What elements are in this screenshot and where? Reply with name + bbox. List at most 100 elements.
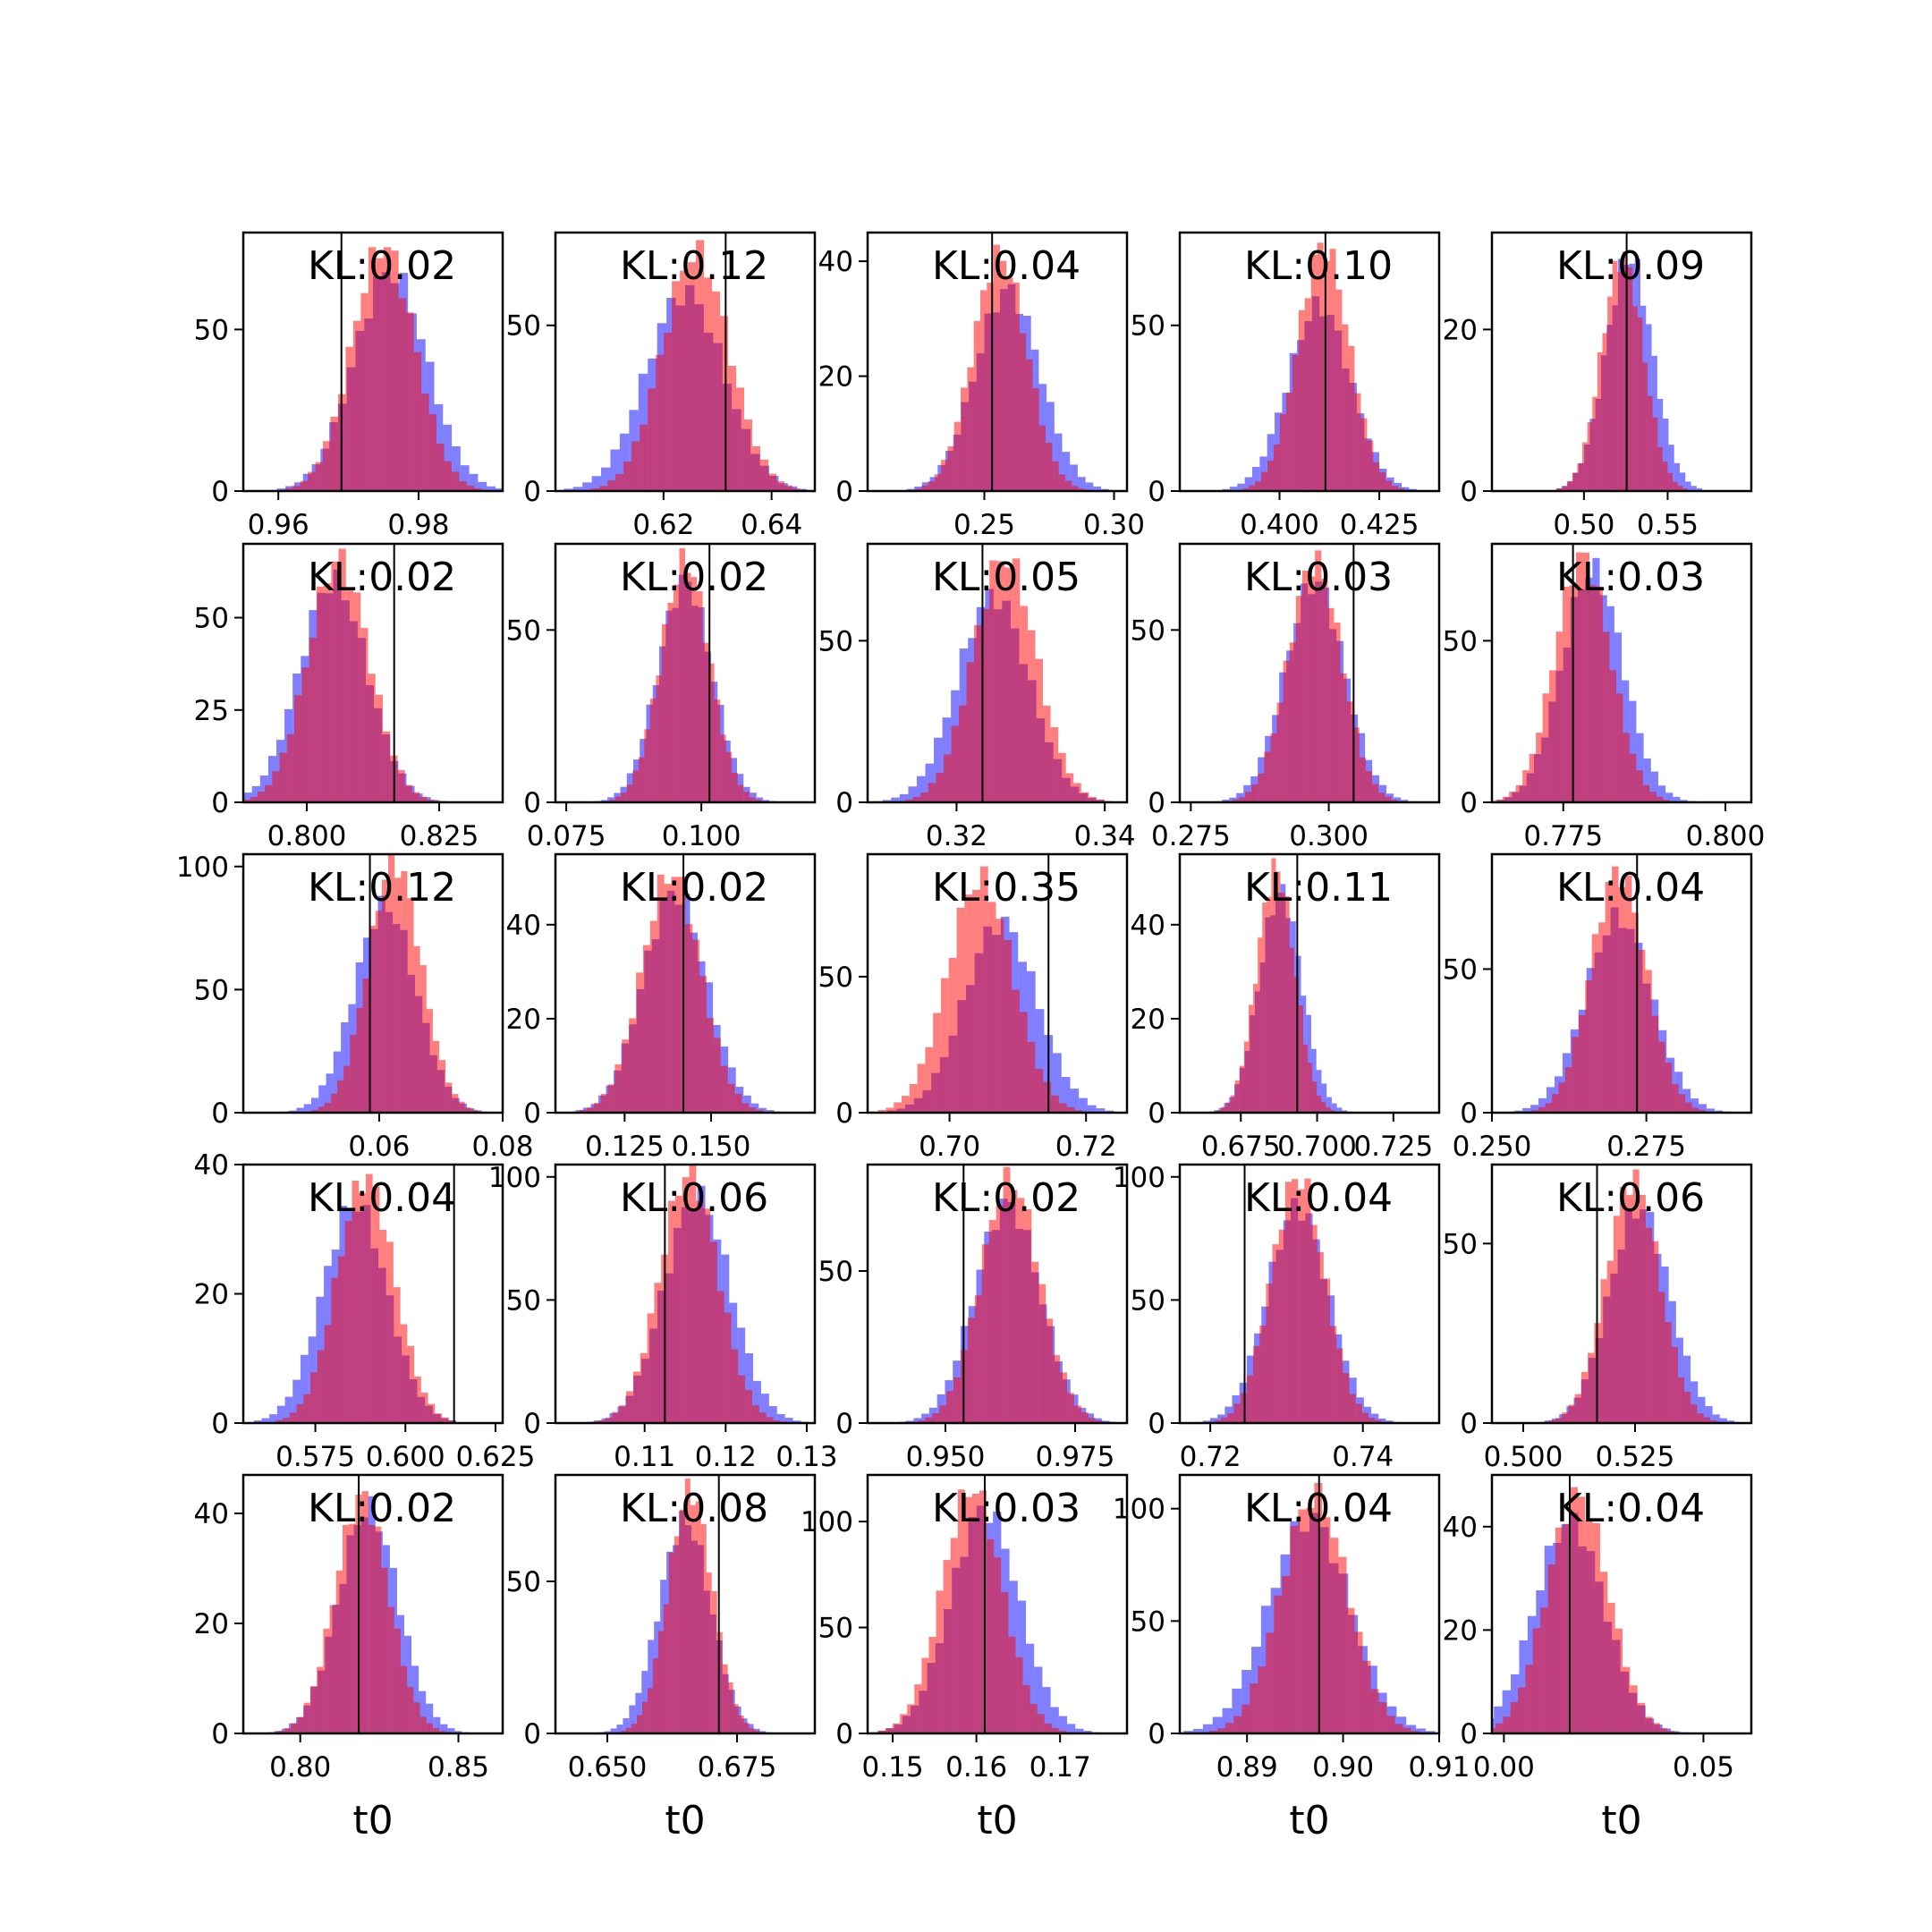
bar-red-2-1-15 <box>671 877 679 1113</box>
bar-red-1-3-23 <box>1366 771 1373 802</box>
bar-red-4-2-6 <box>907 1704 915 1733</box>
bar-red-1-4-12 <box>1563 586 1570 802</box>
bar-red-3-3-22 <box>1343 1373 1350 1423</box>
bar-blue-3-4-26 <box>1719 1418 1727 1423</box>
xtick-label-3-1-0: 0.11 <box>614 1441 675 1473</box>
bar-red-0-0-14 <box>376 258 384 491</box>
xtick-label-1-1-0: 0.075 <box>527 820 606 852</box>
bar-red-3-1-7 <box>632 1371 640 1423</box>
bar-red-4-4-7 <box>1518 1687 1526 1733</box>
bar-red-1-4-25 <box>1649 792 1657 802</box>
bar-red-4-3-9 <box>1266 1632 1275 1733</box>
bar-red-2-4-18 <box>1638 949 1646 1113</box>
ytick-label-3-0-2: 40 <box>194 1149 229 1182</box>
bar-red-4-2-12 <box>950 1538 958 1733</box>
bar-red-1-1-5 <box>626 784 633 802</box>
bar-red-2-2-25 <box>1058 1103 1067 1113</box>
bar-red-1-3-26 <box>1385 796 1392 802</box>
bar-red-4-1-15 <box>690 1504 696 1733</box>
bar-red-1-3-7 <box>1264 751 1271 802</box>
bar-red-1-0-10 <box>301 667 309 802</box>
bar-red-0-4-25 <box>1673 481 1678 491</box>
xtick-label-4-2-1: 0.16 <box>945 1751 1007 1784</box>
axes-frame-1-0 <box>242 542 504 804</box>
bar-blue-0-4-26 <box>1690 486 1697 491</box>
bar-blue-0-4-24 <box>1680 472 1686 491</box>
xtick-label-3-0-2: 0.625 <box>456 1441 536 1473</box>
bar-blue-0-4-23 <box>1674 462 1680 491</box>
ytick-label-3-0-0: 0 <box>211 1408 229 1440</box>
bar-red-3-1-21 <box>731 1349 739 1423</box>
x-axis-label-0: t0 <box>352 1798 393 1843</box>
bar-red-1-0-16 <box>345 587 354 802</box>
bar-red-3-4-6 <box>1574 1394 1581 1423</box>
ytick-label-4-0-0: 0 <box>211 1718 229 1750</box>
bar-red-1-4-19 <box>1609 670 1616 802</box>
kl-label-3-0: KL:0.04 <box>308 1175 456 1221</box>
bar-red-2-1-20 <box>706 1018 714 1113</box>
bar-red-4-0-19 <box>387 1606 394 1733</box>
bar-blue-3-4-25 <box>1712 1414 1720 1423</box>
bar-red-1-0-12 <box>316 586 325 802</box>
bar-blue-3-2-2 <box>905 1420 914 1423</box>
bar-red-3-1-3 <box>605 1417 613 1423</box>
bar-red-4-4-24 <box>1645 1716 1653 1733</box>
bar-red-1-4-2 <box>1496 800 1503 802</box>
bar-red-1-4-26 <box>1656 796 1664 802</box>
axes-frame-1-4 <box>1490 542 1753 804</box>
bars-4-4 <box>1492 1487 1688 1733</box>
panel-3-1: 0 50 100 0.11 0.12 0.13 KL:0.06 <box>488 1162 838 1473</box>
bar-red-2-0-24 <box>452 1094 459 1113</box>
bar-red-3-1-2 <box>597 1419 606 1423</box>
xtick-label-0-1-0: 0.62 <box>632 509 694 541</box>
bar-blue-2-3-27 <box>1342 1110 1348 1113</box>
bar-red-2-0-21 <box>432 1040 440 1113</box>
bar-red-4-3-18 <box>1338 1556 1347 1733</box>
bar-red-4-4-19 <box>1607 1602 1615 1733</box>
bar-blue-3-4-23 <box>1698 1396 1706 1423</box>
bar-blue-0-0-22 <box>452 445 461 491</box>
bar-red-2-0-14 <box>388 854 395 1113</box>
ytick-label-3-3-1: 50 <box>1131 1284 1165 1317</box>
bar-red-4-0-6 <box>303 1702 310 1733</box>
bar-red-4-2-3 <box>885 1728 894 1733</box>
bar-red-3-1-15 <box>689 1165 697 1423</box>
bar-blue-2-4-26 <box>1706 1108 1715 1113</box>
bar-red-4-3-4 <box>1225 1723 1234 1733</box>
bar-red-4-3-8 <box>1258 1666 1267 1733</box>
axes-frame-2-4 <box>1490 852 1753 1114</box>
bar-red-1-0-8 <box>286 733 295 802</box>
ytick-label-4-4-1: 20 <box>1443 1614 1478 1647</box>
bar-red-4-2-16 <box>979 1490 987 1733</box>
bar-red-2-4-24 <box>1678 1094 1686 1113</box>
bar-red-3-1-8 <box>640 1352 648 1423</box>
bar-red-3-2-13 <box>996 1205 1004 1423</box>
bars-0-1 <box>555 240 815 491</box>
bar-red-4-2-22 <box>1022 1684 1030 1733</box>
bar-red-4-4-22 <box>1630 1685 1638 1733</box>
bar-red-3-2-18 <box>1031 1261 1039 1423</box>
bar-blue-3-1-26 <box>784 1418 793 1423</box>
bar-blue-4-2-21 <box>1034 1666 1043 1733</box>
panel-3-2: 0 50 0.950 0.975 KL:0.02 <box>818 1163 1129 1473</box>
kl-label-2-1: KL:0.02 <box>620 865 768 911</box>
bar-blue-4-3-5 <box>1212 1716 1223 1733</box>
bar-red-1-3-15 <box>1315 550 1322 802</box>
bar-red-0-4-15 <box>1622 251 1628 491</box>
bars-2-4 <box>1506 866 1731 1113</box>
bar-red-3-4-8 <box>1588 1352 1595 1423</box>
panel-3-4: 0 50 0.500 0.525 KL:0.06 <box>1443 1163 1753 1473</box>
bar-red-0-3-19 <box>1348 345 1355 491</box>
xtick-label-3-1-2: 0.13 <box>775 1441 837 1473</box>
bar-red-2-3-27 <box>1330 1110 1335 1113</box>
axes-frame-0-1 <box>554 231 817 493</box>
xtick-label-1-1-1: 0.100 <box>662 820 741 852</box>
bar-red-0-3-24 <box>1379 471 1386 491</box>
bar-blue-2-3-24 <box>1326 1097 1332 1113</box>
bar-red-0-0-15 <box>383 247 392 491</box>
bar-blue-1-4-22 <box>1643 758 1651 802</box>
bar-blue-4-2-24 <box>1058 1716 1068 1733</box>
bars-3-4 <box>1537 1169 1742 1423</box>
panel-4-2: 0 50 100 0.15 0.16 0.17 KL:0.03 t0 <box>801 1473 1129 1843</box>
axes-frame-3-3 <box>1178 1163 1441 1425</box>
